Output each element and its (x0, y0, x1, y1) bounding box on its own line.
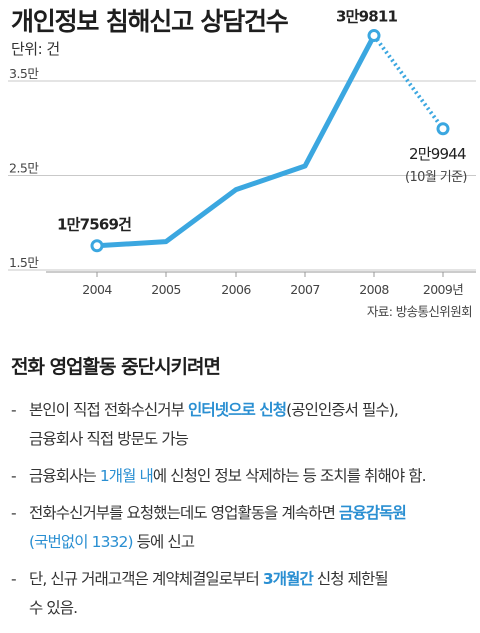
series-line-projected (372, 34, 445, 130)
y-axis-ticks: 3.5만 2.5만 1.5만 (9, 66, 40, 270)
guide-item: - 금융회사는 1개월 내에 신청인 정보 삭제하는 등 조치를 취해야 함. (11, 462, 473, 491)
highlight-text: (국번없이 1332) (29, 533, 134, 551)
item-text: 전화수신거부를 요청했는데도 영업활동을 계속하면 (29, 504, 340, 522)
x-tick-label: 2006 (221, 282, 251, 297)
highlight-text: 인터넷으로 신청 (188, 401, 287, 419)
source-note: 자료: 방송통신위원회 (366, 304, 473, 319)
x-tick-label: 2004 (82, 282, 112, 297)
guide-item: - 본인이 직접 전화수신거부 인터넷으로 신청(공인인증서 필수), 금융회사 직… (11, 396, 473, 454)
series-line-solid (94, 33, 377, 249)
data-label-note: (10월 기준) (405, 170, 467, 185)
x-tick-label: 2007 (290, 282, 319, 297)
highlight-text: 금융감독원 (339, 504, 407, 522)
chart-grid (8, 80, 476, 273)
x-axis-ticks: 2004 2005 2006 2007 2008 2009년 (82, 272, 464, 297)
line-chart: 3.5만 2.5만 1.5만 2004 2005 2006 2007 2008 2009년 1… (8, 8, 476, 297)
item-text: 수 있음. (29, 599, 78, 617)
guide-list: - 본인이 직접 전화수신거부 인터넷으로 신청(공인인증서 필수), 금융회사 직… (11, 396, 473, 631)
y-tick-label: 1.5만 (9, 255, 39, 270)
x-tick-label: 2005 (151, 282, 180, 297)
series-points (90, 29, 450, 253)
guide-item: - 전화수신거부를 요청했는데도 영업활동을 계속하면 금융감독원 (국번없이 13… (11, 499, 473, 557)
data-label: 1만7569건 (57, 216, 131, 234)
data-labels: 1만7569건 3만9811 2만9944 (10월 기준) (57, 8, 468, 234)
data-point (367, 29, 381, 43)
item-text: 에 신청인 정보 삭제하는 등 조치를 취해야 함. (152, 467, 427, 485)
data-label: 2만9944 (409, 145, 466, 163)
item-text: 단, 신규 거래고객은 계약체결일로부터 (29, 570, 263, 588)
y-tick-label: 3.5만 (9, 66, 39, 81)
bullet-dash: - (11, 504, 17, 522)
data-label: 3만9811 (336, 8, 398, 26)
y-tick-label: 2.5만 (9, 161, 39, 176)
unit-label: 단위: 건 (11, 40, 60, 58)
section-title: 전화 영업활동 중단시키려면 (11, 356, 221, 378)
highlight-text: 1개월 내 (99, 467, 154, 485)
bullet-dash: - (11, 570, 17, 588)
item-text: 금융회사는 (29, 467, 100, 485)
item-text: (공인인증서 필수), (286, 401, 399, 419)
chart-title: 개인정보 침해신고 상담건수 (11, 7, 289, 36)
highlight-text: 3개월간 (262, 570, 314, 588)
bullet-dash: - (11, 467, 17, 485)
item-text: 금융회사 직접 방문도 가능 (29, 430, 189, 448)
data-point (90, 239, 104, 253)
item-text: 신청 제한될 (312, 570, 389, 588)
series-lines (94, 33, 445, 249)
item-text: 등에 신고 (132, 533, 195, 551)
data-point (436, 122, 450, 136)
bullet-dash: - (11, 401, 17, 419)
x-tick-label: 2009년 (423, 282, 463, 297)
x-tick-label: 2008 (359, 282, 389, 297)
item-text: 본인이 직접 전화수신거부 (29, 401, 189, 419)
